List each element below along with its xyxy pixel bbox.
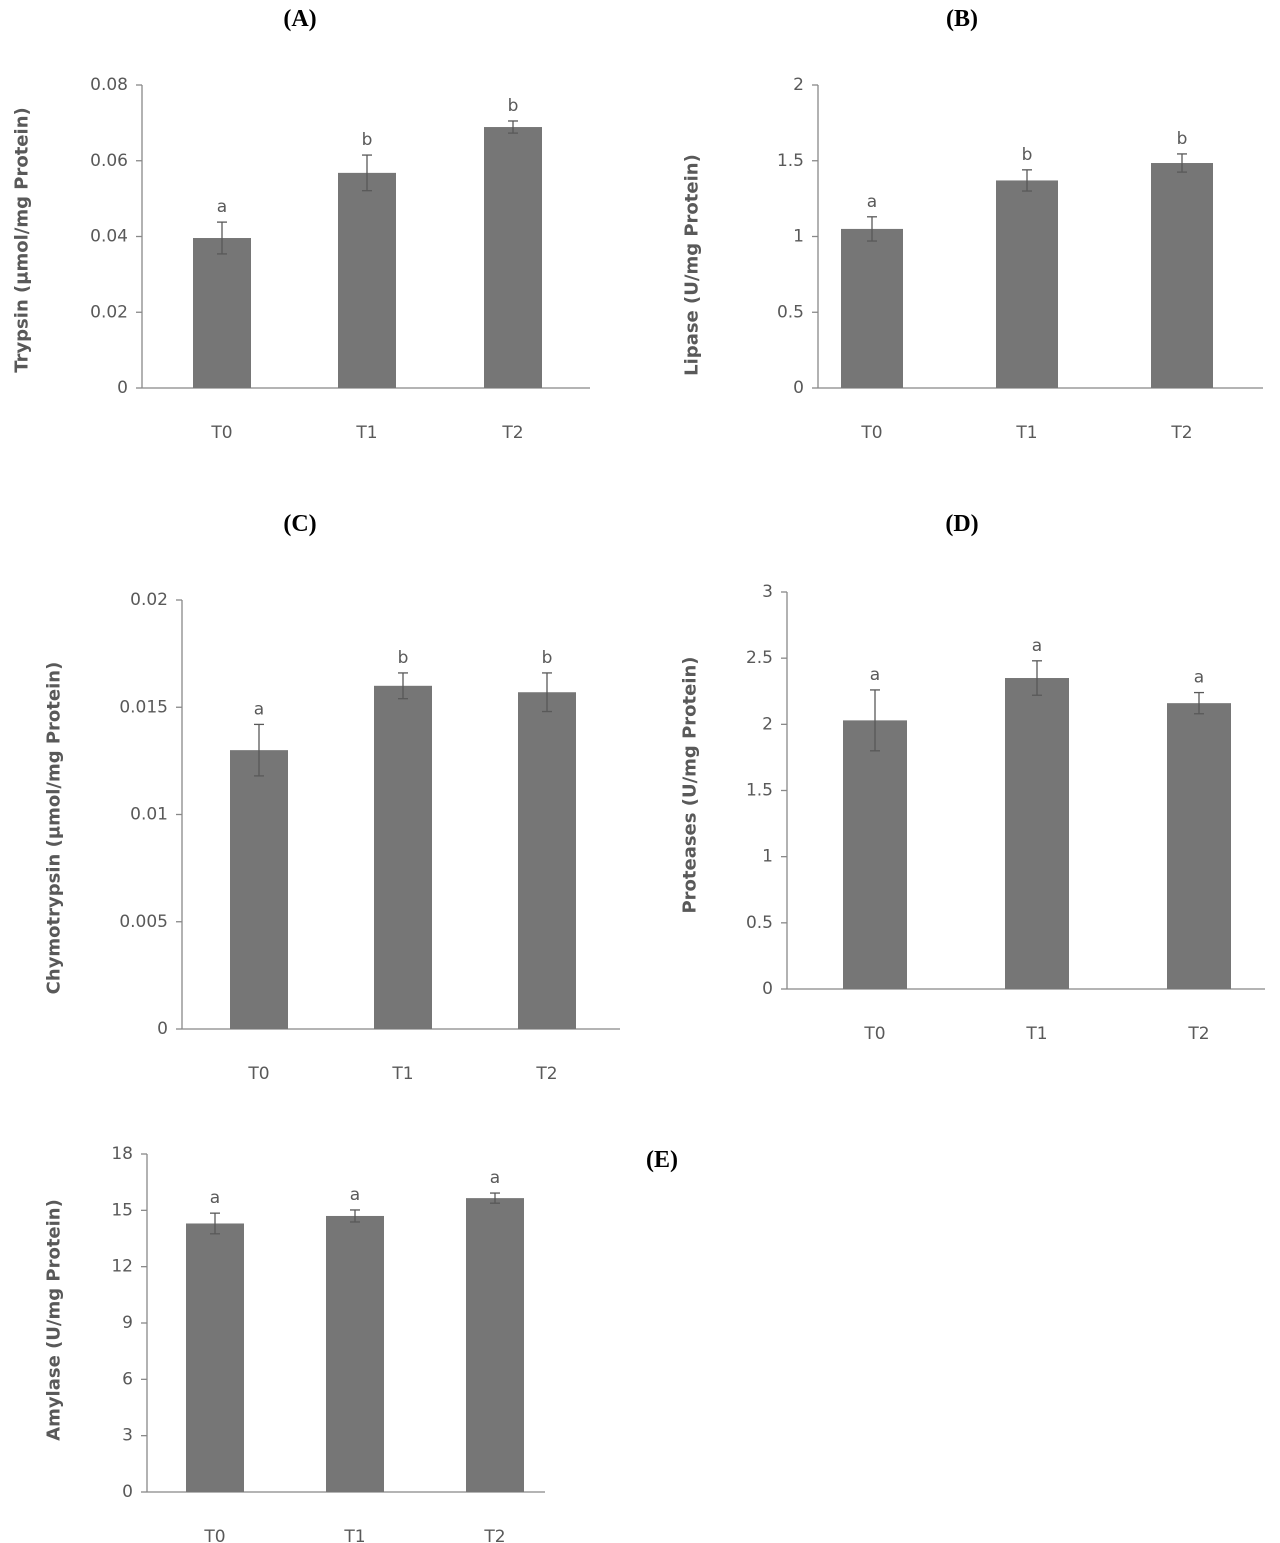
significance-letter: a xyxy=(870,665,880,685)
y-axis-label: Amylase (U/mg Protein) xyxy=(44,1199,65,1441)
x-tick-label: T1 xyxy=(355,423,377,443)
chart-panel-b: (B) Lipase (U/mg Protein) 0 0.5 1 1.5 2 a T0 b T1 b… xyxy=(682,6,1263,443)
x-tick-label: T0 xyxy=(860,423,882,443)
x-tick-label: T1 xyxy=(343,1527,365,1543)
bar-t2 xyxy=(484,127,542,388)
y-tick-label: 3 xyxy=(762,582,773,602)
chart-panel-e: (E) Amylase (U/mg Protein) 0 3 6 9 12 15 18 a T0 a T… xyxy=(44,1144,679,1543)
y-tick-label: 2 xyxy=(793,75,804,95)
x-tick-label: T1 xyxy=(1025,1024,1047,1044)
significance-letter: a xyxy=(490,1168,500,1188)
significance-letter: a xyxy=(350,1185,360,1205)
y-tick-label: 3 xyxy=(122,1426,133,1446)
bar-t1 xyxy=(374,685,432,1029)
y-axis-label: Chymotrypsin (µmol/mg Protein) xyxy=(44,662,65,995)
y-tick-label: 12 xyxy=(111,1257,133,1277)
y-tick-label: 2 xyxy=(762,714,773,734)
y-tick-label: 0 xyxy=(762,979,773,999)
x-tick-label: T2 xyxy=(501,423,523,443)
significance-letter: a xyxy=(867,192,877,212)
bar-t1 xyxy=(338,172,396,388)
x-tick-label: T2 xyxy=(535,1064,557,1084)
chart-title: (B) xyxy=(946,6,978,32)
y-tick-label: 0.06 xyxy=(90,151,128,171)
significance-letter: b xyxy=(508,96,519,116)
bar-t0 xyxy=(843,720,907,989)
chart-panel-a: (A) Trypsin (µmol/mg Protein) 0 0.02 0.04 0.0… xyxy=(12,6,590,443)
chart-panel-d: (D) Proteases (U/mg Protein) 0 0.5 1 1.5 2 2.5 3… xyxy=(680,511,1265,1044)
x-tick-label: T1 xyxy=(1015,423,1037,443)
x-tick-label: T0 xyxy=(210,423,232,443)
chart-panel-c: (C) Chymotrypsin (µmol/mg Protein) 0 0.005 0… xyxy=(44,511,620,1084)
y-tick-label: 1.5 xyxy=(777,151,804,171)
y-tick-label: 0.02 xyxy=(130,590,168,610)
significance-letter: b xyxy=(542,648,553,668)
bar-t0 xyxy=(230,750,288,1029)
x-tick-label: T0 xyxy=(203,1527,225,1543)
bar-t1 xyxy=(326,1215,384,1492)
significance-letter: a xyxy=(1194,668,1204,688)
x-tick-label: T2 xyxy=(1170,423,1192,443)
significance-letter: a xyxy=(1032,636,1042,656)
bar-t2 xyxy=(466,1198,524,1492)
y-tick-label: 0 xyxy=(117,378,128,398)
significance-letter: a xyxy=(210,1188,220,1208)
y-tick-label: 15 xyxy=(111,1200,133,1220)
chart-title: (D) xyxy=(945,511,978,537)
x-tick-label: T0 xyxy=(863,1024,885,1044)
y-tick-label: 0.005 xyxy=(119,912,168,932)
y-tick-label: 0.5 xyxy=(746,913,773,933)
y-tick-label: 1 xyxy=(762,847,773,867)
y-tick-label: 1 xyxy=(793,227,804,247)
bar-t0 xyxy=(193,238,251,388)
x-tick-label: T2 xyxy=(483,1527,505,1543)
bar-t0 xyxy=(841,228,903,388)
bar-t1 xyxy=(996,180,1058,388)
bar-t2 xyxy=(518,692,576,1029)
y-tick-label: 0 xyxy=(122,1482,133,1502)
y-tick-label: 0.01 xyxy=(130,805,168,825)
x-tick-label: T0 xyxy=(247,1064,269,1084)
y-tick-label: 2.5 xyxy=(746,648,773,668)
significance-letter: b xyxy=(1022,145,1033,165)
y-axis-label: Trypsin (µmol/mg Protein) xyxy=(12,107,33,372)
significance-letter: a xyxy=(254,699,264,719)
y-tick-label: 6 xyxy=(122,1369,133,1389)
chart-title: (C) xyxy=(283,511,316,537)
x-tick-label: T2 xyxy=(1187,1024,1209,1044)
bar-t2 xyxy=(1167,703,1231,989)
y-axis-label: Lipase (U/mg Protein) xyxy=(682,154,703,376)
bar-t2 xyxy=(1151,163,1213,388)
significance-letter: b xyxy=(398,648,409,668)
y-tick-label: 0.04 xyxy=(90,227,128,247)
y-tick-label: 0.015 xyxy=(119,697,168,717)
significance-letter: b xyxy=(362,130,373,150)
chart-title: (A) xyxy=(283,6,316,32)
y-tick-label: 18 xyxy=(111,1144,133,1164)
significance-letter: a xyxy=(217,197,227,217)
y-tick-label: 0.08 xyxy=(90,75,128,95)
y-tick-label: 0 xyxy=(793,378,804,398)
y-tick-label: 1.5 xyxy=(746,781,773,801)
chart-title: (E) xyxy=(646,1147,678,1173)
significance-letter: b xyxy=(1177,129,1188,149)
x-tick-label: T1 xyxy=(391,1064,413,1084)
y-tick-label: 9 xyxy=(122,1313,133,1333)
bar-t1 xyxy=(1005,678,1069,989)
bar-t0 xyxy=(186,1223,244,1492)
y-axis-label: Proteases (U/mg Protein) xyxy=(680,656,701,913)
y-tick-label: 0 xyxy=(157,1019,168,1039)
y-tick-label: 0.5 xyxy=(777,302,804,322)
y-tick-label: 0.02 xyxy=(90,302,128,322)
